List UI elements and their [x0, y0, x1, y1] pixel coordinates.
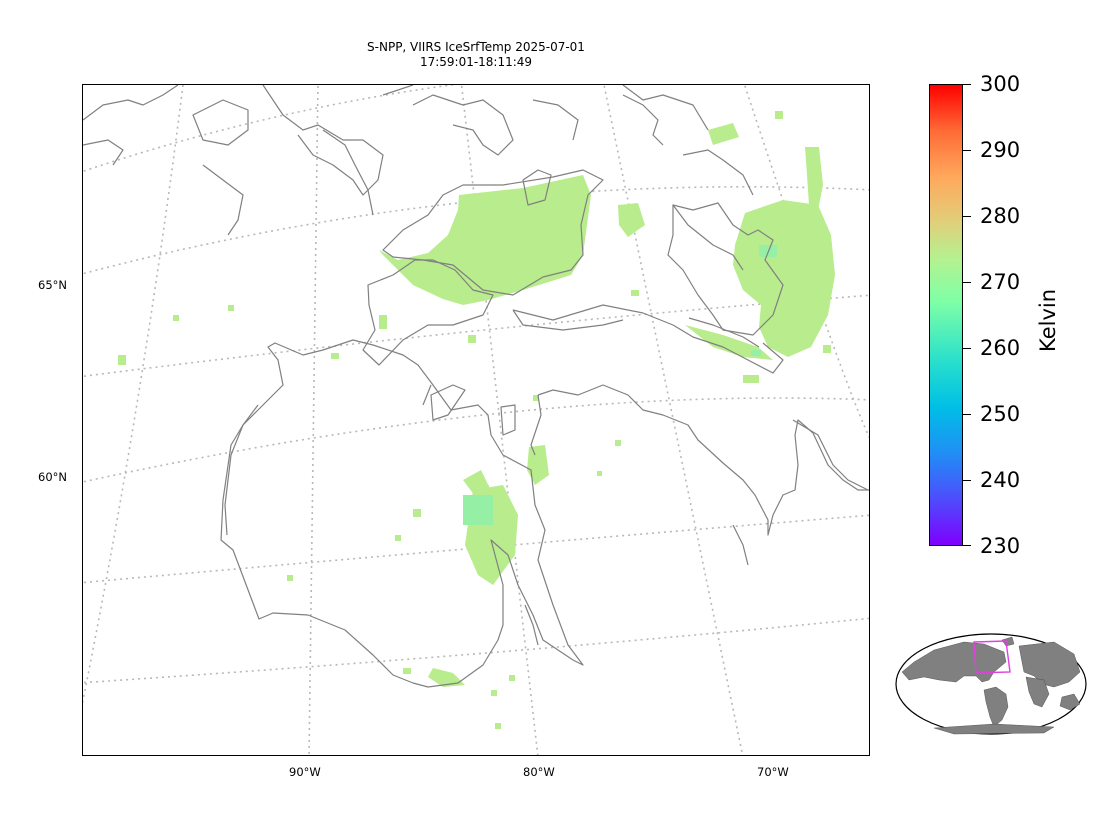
longitude-label-80w: 80°W	[523, 765, 555, 779]
colorbar-tick-label: 300	[980, 72, 1021, 96]
title-line-2: 17:59:01-18:11:49	[419, 55, 533, 69]
ice-surface-temperature-swaths	[379, 123, 835, 687]
scattered-pixels	[118, 111, 831, 729]
colorbar-tick	[963, 348, 971, 350]
map-title: S-NPP, VIIRS IceSrfTemp 2025-07-01 17:59…	[276, 40, 676, 70]
colorbar-tick-label: 290	[980, 138, 1021, 162]
colorbar-tick	[963, 480, 971, 482]
colorbar	[929, 84, 963, 546]
colorbar-tick-label: 270	[980, 270, 1021, 294]
world-locator-map	[895, 633, 1087, 735]
colorbar-tick	[963, 282, 971, 284]
colorbar-tick-label: 240	[980, 468, 1021, 492]
longitude-label-70w: 70°W	[757, 765, 789, 779]
title-line-1: S-NPP, VIIRS IceSrfTemp 2025-07-01	[367, 40, 585, 54]
map-panel[interactable]	[82, 84, 870, 756]
continents	[901, 636, 1081, 735]
colorbar-tick	[963, 150, 971, 152]
colorbar-label: Kelvin	[1036, 288, 1060, 352]
colorbar-tick	[963, 216, 971, 218]
colorbar-tick-label: 260	[980, 336, 1021, 360]
latitude-label-60: 60°N	[38, 470, 67, 484]
colorbar-tick	[963, 414, 971, 416]
colorbar-tick-label: 250	[980, 402, 1021, 426]
coastlines	[83, 85, 869, 688]
colorbar-tick-label: 280	[980, 204, 1021, 228]
colorbar-tick	[963, 545, 971, 547]
area-of-interest-box	[973, 640, 1011, 674]
cooler-pixels	[463, 245, 777, 525]
latitude-label-65: 65°N	[38, 278, 67, 292]
map-canvas	[83, 85, 869, 755]
latitude-gridlines	[83, 85, 869, 684]
longitude-gridlines	[83, 85, 869, 755]
longitude-label-90w: 90°W	[289, 765, 321, 779]
colorbar-tick-label: 230	[980, 534, 1021, 558]
colorbar-tick	[963, 84, 971, 86]
